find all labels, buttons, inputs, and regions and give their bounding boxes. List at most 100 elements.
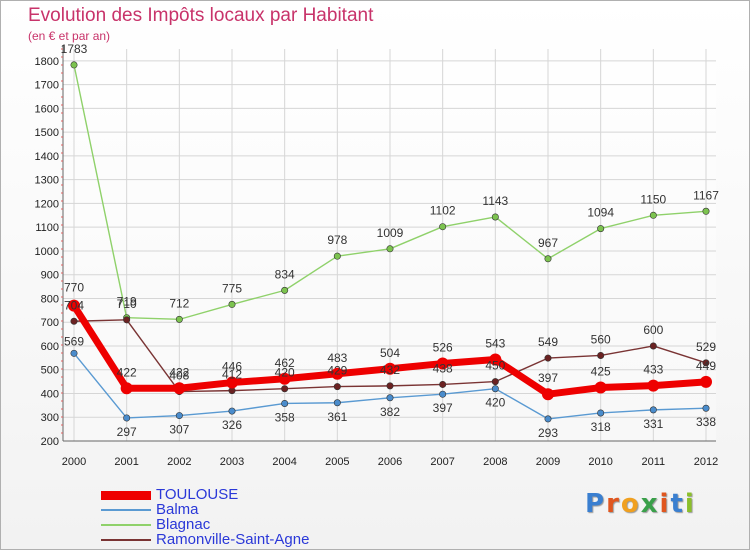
data-label: 1009	[377, 226, 404, 240]
logo-letter: o	[620, 489, 641, 519]
x-tick-label: 2002	[167, 456, 191, 468]
y-tick-label: 1300	[35, 175, 59, 187]
data-label: 543	[485, 337, 505, 351]
data-label: 338	[696, 415, 716, 429]
data-label: 770	[64, 281, 84, 295]
chart-legend: TOULOUSE Balma Blagnac Ramonville-Saint-Agn…	[101, 486, 361, 548]
data-label: 1150	[640, 192, 666, 206]
data-point	[594, 381, 607, 394]
legend-label: Ramonville-Saint-Agne	[156, 531, 310, 548]
x-tick-label: 2003	[220, 456, 244, 468]
y-tick-label: 1800	[35, 56, 59, 68]
data-label: 297	[117, 425, 137, 439]
data-label: 719	[117, 295, 137, 309]
data-point	[702, 359, 710, 367]
y-tick-label: 500	[41, 365, 59, 377]
data-point	[597, 351, 605, 359]
data-label: 483	[327, 351, 347, 365]
data-label: 712	[169, 296, 189, 310]
x-tick-label: 2008	[483, 456, 507, 468]
data-label: 446	[222, 360, 242, 374]
data-point	[439, 380, 447, 388]
data-label: 526	[433, 341, 453, 355]
x-tick-label: 2009	[536, 456, 560, 468]
x-tick-label: 2012	[694, 456, 718, 468]
y-tick-label: 700	[41, 317, 59, 329]
data-label: 462	[275, 356, 295, 370]
data-point	[702, 404, 710, 412]
data-point	[333, 399, 341, 407]
data-point	[491, 378, 499, 386]
logo-letter: i	[684, 489, 696, 519]
data-label: 438	[433, 361, 453, 375]
data-label: 834	[275, 267, 295, 281]
y-tick-label: 1600	[35, 103, 59, 115]
data-point	[436, 357, 449, 370]
data-label: 326	[222, 418, 242, 432]
data-point	[544, 354, 552, 362]
data-label: 569	[64, 334, 84, 348]
y-tick-label: 1500	[35, 127, 59, 139]
logo-letter: P	[585, 489, 607, 519]
data-label: 361	[327, 410, 347, 424]
legend-label: Balma	[156, 501, 199, 518]
legend-swatch	[101, 509, 151, 511]
data-label: 408	[169, 369, 189, 383]
data-point	[542, 388, 554, 401]
data-point	[175, 412, 183, 420]
data-point	[173, 382, 186, 395]
x-tick-label: 2011	[642, 456, 666, 468]
data-label: 420	[275, 366, 295, 380]
data-point	[281, 399, 289, 407]
y-tick-label: 1700	[35, 80, 59, 92]
x-tick-label: 2004	[272, 456, 296, 468]
data-label: 422	[169, 365, 189, 379]
legend-swatch	[101, 490, 151, 500]
data-point	[439, 223, 447, 231]
legend-swatch	[101, 524, 151, 526]
data-point	[544, 255, 552, 263]
data-point	[597, 409, 605, 417]
data-label: 978	[327, 233, 347, 247]
y-tick-label: 600	[41, 341, 59, 353]
y-tick-label: 400	[41, 388, 59, 400]
y-tick-label: 900	[41, 270, 59, 282]
data-point	[120, 382, 133, 395]
proxiti-logo: Proxiti	[585, 489, 696, 519]
data-label: 1102	[430, 204, 456, 218]
data-label: 529	[696, 340, 716, 354]
data-label: 967	[538, 236, 558, 250]
y-tick-label: 1000	[35, 246, 59, 258]
data-point	[331, 367, 344, 380]
data-point	[384, 362, 396, 375]
data-label: 449	[696, 359, 716, 373]
data-label: 433	[643, 363, 663, 377]
legend-item: Blagnac	[101, 516, 361, 533]
data-label: 775	[222, 281, 242, 295]
data-label: 450	[485, 359, 505, 373]
logo-letter: x	[640, 489, 660, 519]
data-point	[228, 300, 236, 308]
data-label: 422	[117, 365, 137, 379]
data-label: 412	[222, 368, 242, 382]
y-tick-label: 800	[41, 293, 59, 305]
legend-swatch	[101, 539, 151, 541]
data-label: 1094	[587, 206, 614, 220]
logo-letter: r	[606, 489, 621, 519]
data-label: 425	[591, 365, 611, 379]
data-label: 420	[485, 396, 505, 410]
data-point	[386, 394, 394, 402]
data-point	[386, 382, 394, 390]
data-label: 293	[538, 426, 558, 440]
data-point	[123, 414, 131, 422]
data-point	[489, 353, 502, 366]
data-label: 331	[643, 417, 663, 431]
data-point	[700, 375, 712, 388]
data-point	[123, 316, 131, 324]
data-label: 600	[643, 323, 663, 337]
data-point	[281, 286, 289, 294]
data-label: 397	[538, 371, 558, 385]
y-tick-label: 300	[41, 412, 59, 424]
data-point	[68, 299, 80, 312]
data-point	[228, 407, 236, 415]
